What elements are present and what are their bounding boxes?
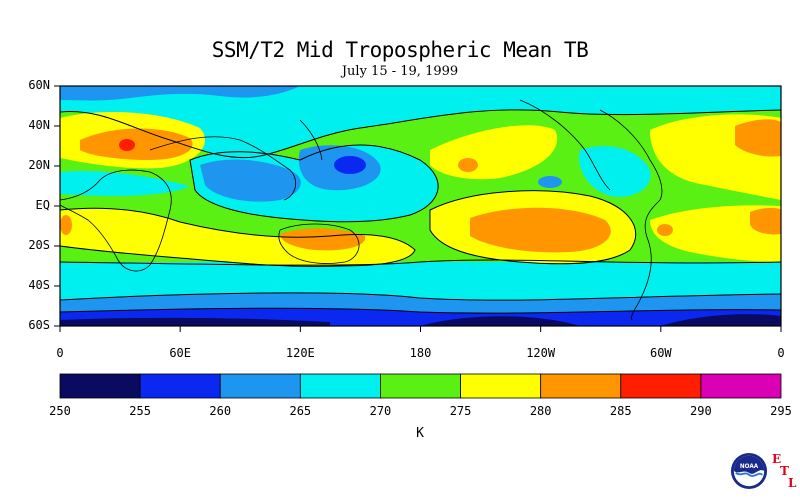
field-250-255-south [60, 314, 781, 326]
lat-label-eq: EQ [35, 198, 50, 212]
lon-label-6: 0 [777, 346, 785, 360]
lon-label-0: 0 [56, 346, 64, 360]
colorbar-tick-275: 275 [449, 404, 472, 418]
field-275-280-south-atlantic [650, 205, 781, 262]
lat-label-60n: 60N [28, 78, 50, 92]
colorbar-swatch-250-255 [59, 373, 141, 399]
colorbar-swatch-290-295 [700, 373, 782, 399]
colorbar-tick-295: 295 [770, 404, 792, 418]
colorbar-tick-270: 270 [369, 404, 392, 418]
colorbar-swatch-280-285 [540, 373, 622, 399]
colorbar-tick-290: 290 [690, 404, 712, 418]
field-285-290-iran [119, 139, 135, 151]
field-280-285-west-africa [60, 215, 72, 235]
map-title: SSM/T2 Mid Tropospheric Mean TB [211, 38, 589, 62]
field-280-285-south-atlantic [750, 208, 781, 235]
colorbar-tick-250: 250 [49, 404, 71, 418]
etl-letter-t: T [780, 464, 789, 478]
colorbar-swatch-265-270 [299, 373, 381, 399]
lon-label-4: 120W [526, 346, 556, 360]
lat-ticks [54, 85, 60, 327]
field-280-285-australia [280, 228, 366, 251]
colorbar-tick-280: 280 [529, 404, 552, 418]
field-265-270-africa [60, 170, 190, 196]
temperature-field [60, 86, 781, 326]
colorbar-tick-285: 285 [609, 404, 632, 418]
colorbar-swatch-270-275 [380, 373, 461, 399]
lat-label-40n: 40N [28, 118, 50, 132]
noaa-logo-icon: NOAA [730, 452, 768, 490]
field-280-285-spot [458, 158, 478, 172]
lon-label-5: 60W [649, 346, 672, 360]
field-255-260-pacific [334, 156, 366, 174]
colorbar [59, 373, 782, 399]
colorbar-swatch-285-290 [620, 373, 702, 399]
field-280-285-arabia [80, 128, 193, 160]
field-280-285-atlantic [735, 119, 781, 157]
map-subtitle: July 15 - 19, 1999 [341, 64, 459, 79]
contour-lines [60, 109, 781, 314]
field-280-285-pacific [470, 207, 611, 253]
lon-label-2: 120E [285, 346, 315, 360]
coastlines [60, 99, 663, 321]
lon-ticks [59, 326, 782, 332]
field-260-265-north [60, 86, 300, 101]
colorbar-swatch-275-280 [460, 373, 542, 399]
lat-label-20n: 20N [28, 158, 50, 172]
field-260-265-asia [200, 159, 301, 202]
field-265-270-atlantic [579, 146, 651, 197]
lon-label-3: 180 [409, 346, 432, 360]
lat-label-60s: 60S [28, 318, 50, 332]
lat-label-20s: 20S [28, 238, 50, 252]
lon-label-1: 60E [169, 346, 191, 360]
etl-letter-e: E [772, 452, 782, 466]
colorbar-tick-255: 255 [129, 404, 151, 418]
colorbar-unit: K [416, 426, 424, 441]
colorbar-swatch-260-265 [219, 373, 301, 399]
colorbar-swatch-255-260 [139, 373, 221, 399]
colorbar-tick-265: 265 [289, 404, 312, 418]
etl-letter-l: L [788, 476, 797, 490]
lat-label-40s: 40S [28, 278, 50, 292]
field-280-285-brazil [657, 224, 673, 236]
field-260-265-caribbean [538, 176, 562, 188]
colorbar-tick-260: 260 [209, 404, 232, 418]
svg-text:NOAA: NOAA [740, 464, 759, 470]
field-275-280-south-indian [60, 208, 415, 267]
